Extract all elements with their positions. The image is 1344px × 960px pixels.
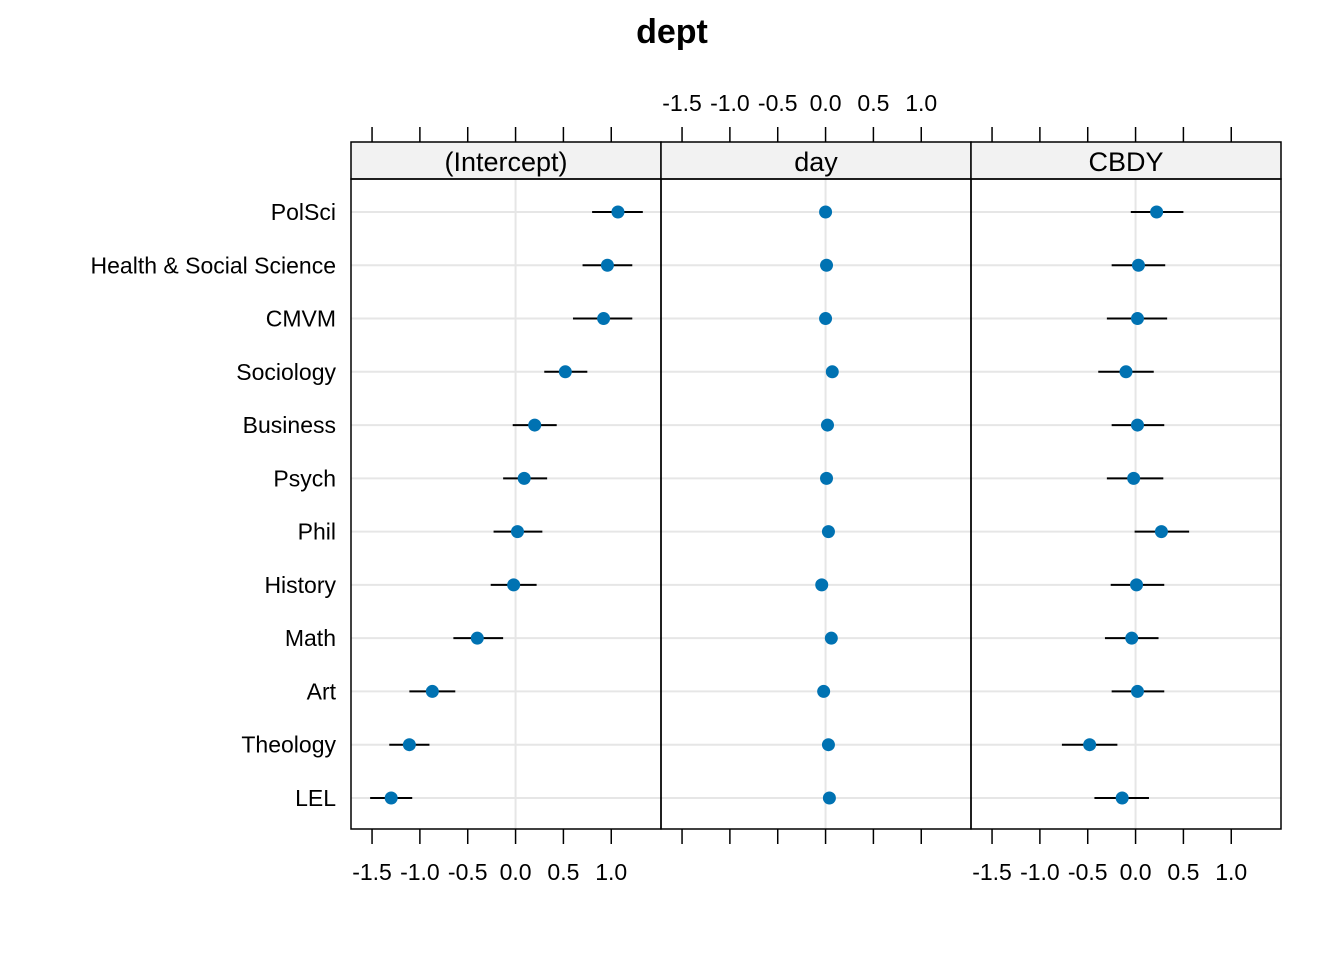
panel-frame xyxy=(660,178,972,830)
tick-label-bottom: -0.5 xyxy=(1068,859,1108,885)
tick-label-top: -1.5 xyxy=(662,90,702,116)
estimate-point xyxy=(825,365,839,379)
row-label: History xyxy=(264,572,336,598)
row-label: Sociology xyxy=(236,359,336,385)
row-label: Art xyxy=(307,678,337,704)
panel-strip-label: CBDY xyxy=(1088,147,1163,177)
estimate-point xyxy=(1127,471,1141,485)
estimate-point xyxy=(820,418,834,432)
row-label: Health & Social Science xyxy=(91,252,336,278)
row-label: Math xyxy=(285,625,336,651)
tick-label-bottom: 0.5 xyxy=(547,859,579,885)
estimate-point xyxy=(819,205,833,219)
row-label: CMVM xyxy=(266,306,336,332)
estimate-point xyxy=(821,525,835,539)
estimate-point xyxy=(1154,525,1168,539)
estimate-point xyxy=(528,418,542,432)
panel-frame xyxy=(970,178,1282,830)
tick-label-bottom: -1.0 xyxy=(400,859,440,885)
estimate-point xyxy=(597,312,611,326)
tick-label-bottom: 1.0 xyxy=(1215,859,1247,885)
chart-title: dept xyxy=(636,13,708,51)
estimate-point xyxy=(1125,631,1139,645)
tick-label-bottom: 0.0 xyxy=(500,859,532,885)
tick-label-bottom: 1.0 xyxy=(595,859,627,885)
estimate-point xyxy=(1130,578,1144,592)
tick-label-top: 0.0 xyxy=(810,90,842,116)
panel-strip-label: day xyxy=(794,147,838,177)
row-label: Theology xyxy=(241,732,336,758)
tick-label-top: 1.0 xyxy=(905,90,937,116)
estimate-point xyxy=(611,205,625,219)
estimate-point xyxy=(1131,258,1145,272)
estimate-point xyxy=(817,684,831,698)
tick-label-bottom: 0.5 xyxy=(1167,859,1199,885)
estimate-point xyxy=(1115,791,1129,805)
tick-label-bottom: 0.0 xyxy=(1120,859,1152,885)
row-label: PolSci xyxy=(271,199,336,225)
tick-label-top: 0.5 xyxy=(857,90,889,116)
estimate-point xyxy=(1083,738,1097,752)
estimate-point xyxy=(819,312,833,326)
panel-strip-label: (Intercept) xyxy=(444,147,567,177)
estimate-point xyxy=(820,258,834,272)
estimate-point xyxy=(824,631,838,645)
tick-label-bottom: -1.0 xyxy=(1020,859,1060,885)
tick-label-bottom: -1.5 xyxy=(352,859,392,885)
estimate-point xyxy=(600,258,614,272)
tick-label-bottom: -1.5 xyxy=(972,859,1012,885)
estimate-point xyxy=(1130,418,1144,432)
estimate-point xyxy=(1119,365,1133,379)
row-label: Phil xyxy=(298,519,336,545)
panel-strip xyxy=(350,141,662,180)
estimate-point xyxy=(1130,312,1144,326)
estimate-point xyxy=(470,631,484,645)
panel-strip xyxy=(970,141,1282,180)
estimate-point xyxy=(1150,205,1164,219)
estimate-point xyxy=(402,738,416,752)
estimate-point xyxy=(820,471,834,485)
estimate-point xyxy=(384,791,398,805)
estimate-point xyxy=(822,791,836,805)
estimate-point xyxy=(815,578,829,592)
panel-frame xyxy=(350,178,662,830)
estimate-point xyxy=(821,738,835,752)
tick-label-top: -0.5 xyxy=(758,90,798,116)
row-label: Psych xyxy=(273,465,336,491)
estimate-point xyxy=(507,578,521,592)
estimate-point xyxy=(558,365,572,379)
tick-label-top: -1.0 xyxy=(710,90,750,116)
row-label: LEL xyxy=(295,785,336,811)
row-label: Business xyxy=(243,412,336,438)
estimate-point xyxy=(517,471,531,485)
estimate-point xyxy=(425,684,439,698)
tick-label-bottom: -0.5 xyxy=(448,859,488,885)
estimate-point xyxy=(510,525,524,539)
estimate-point xyxy=(1130,684,1144,698)
